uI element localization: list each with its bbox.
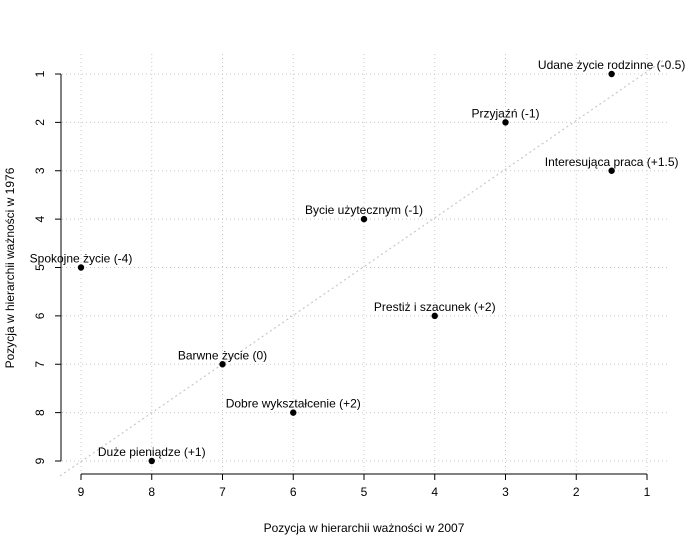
data-point-label: Prestiż i szacunek (+2) <box>374 300 496 314</box>
grid-lines <box>62 54 668 477</box>
y-tick-label: 8 <box>33 409 47 416</box>
y-tick-label: 6 <box>33 312 47 319</box>
y-tick-label: 9 <box>33 457 47 464</box>
data-point-label: Barwne życie (0) <box>178 348 267 362</box>
data-point <box>77 264 85 271</box>
data-point <box>608 70 615 78</box>
data-point <box>608 167 615 174</box>
y-tick-label: 7 <box>33 361 47 368</box>
x-tick-label: 5 <box>361 485 368 499</box>
data-point <box>431 312 438 320</box>
x-tick-label: 8 <box>148 485 155 499</box>
data-point-label: Udane życie rodzinne (-0.5) <box>538 58 685 72</box>
x-tick-label: 4 <box>431 485 438 499</box>
y-axis-title: Pozycja w hierarchii ważności w 1976 <box>3 167 17 368</box>
point-labels: Udane życie rodzinne (-0.5) Przyjaźń (-1)… <box>30 58 686 459</box>
data-point-label: Dobre wykształcenie (+2) <box>226 397 361 411</box>
x-axis-title: Pozycja w hierarchii ważności w 2007 <box>264 521 465 535</box>
data-point-label: Spokojne życie (-4) <box>30 252 133 266</box>
data-point-label: Duże pieniądze (+1) <box>98 445 206 459</box>
y-tick-label: 3 <box>33 167 47 174</box>
y-tick-label: 2 <box>33 119 47 126</box>
y-tick-label: 4 <box>33 215 47 222</box>
data-point-label: Bycie użytecznym (-1) <box>305 203 423 217</box>
y-tick-label: 1 <box>33 70 47 77</box>
x-tick-label: 3 <box>502 485 509 499</box>
reference-diagonal <box>59 59 665 477</box>
data-point <box>360 215 368 223</box>
data-point <box>148 457 155 465</box>
data-point-label: Interesująca praca (+1.5) <box>545 155 679 169</box>
data-point <box>290 409 297 416</box>
y-tick-label: 5 <box>33 264 47 271</box>
x-tick-label: 6 <box>290 485 297 499</box>
data-point <box>219 361 226 368</box>
diagonal-line <box>59 59 665 477</box>
data-points <box>77 70 615 465</box>
x-tick-label: 7 <box>219 485 226 499</box>
x-tick-label: 2 <box>573 485 580 499</box>
data-point-label: Przyjaźń (-1) <box>471 106 539 120</box>
axes: 9 8 7 6 5 4 3 2 1 1 2 3 4 5 6 7 8 9 <box>33 70 651 499</box>
x-tick-label: 9 <box>78 485 85 499</box>
x-tick-label: 1 <box>644 485 651 499</box>
data-point <box>502 119 509 126</box>
